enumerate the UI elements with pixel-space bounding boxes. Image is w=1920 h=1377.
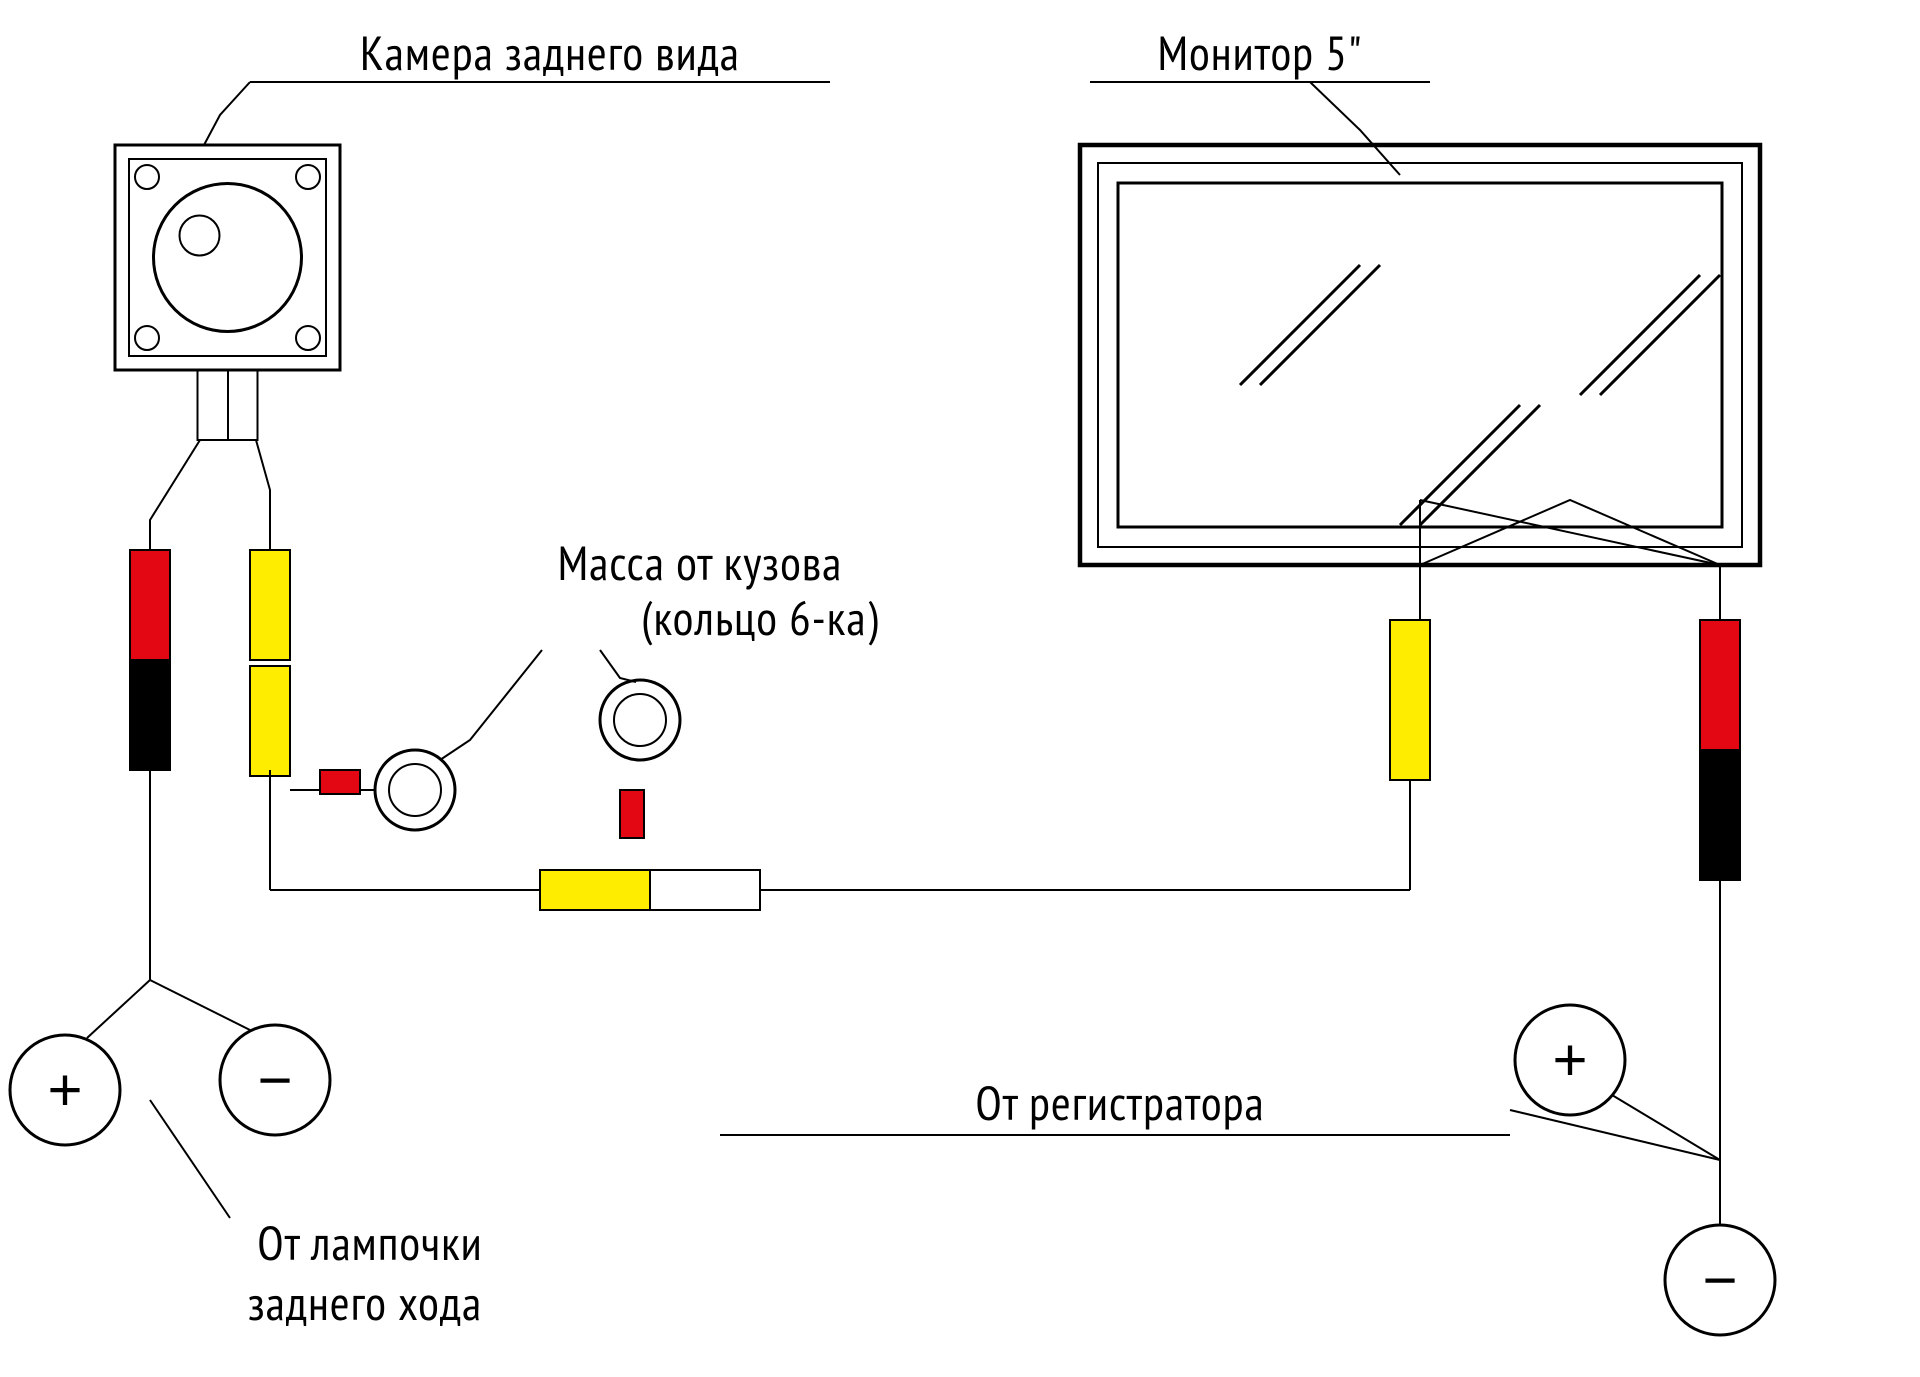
label-recorder: От регистратора <box>975 1072 1264 1134</box>
label-reverse-line1: От лампочки <box>257 1212 483 1274</box>
connector-monitor-power <box>1700 620 1740 880</box>
label-ground-line1: Масса от кузова <box>558 532 843 594</box>
power-symbol: − <box>257 1047 292 1114</box>
ground-stub-2 <box>620 790 644 838</box>
power-symbol: + <box>1552 1027 1587 1094</box>
label-camera: Камера заднего вида <box>360 22 740 84</box>
label-monitor: Монитор 5" <box>1157 22 1362 84</box>
label-reverse-line2: заднего хода <box>248 1272 482 1334</box>
power-symbol: + <box>47 1057 82 1124</box>
power-symbol: − <box>1702 1247 1737 1314</box>
label-ground-line2: (кольцо 6-ка) <box>641 587 878 649</box>
connector-monitor-video <box>1390 620 1430 780</box>
connector-inline-video <box>540 870 760 910</box>
ground-stub-1 <box>320 770 360 794</box>
connector-camera-power <box>130 550 170 770</box>
